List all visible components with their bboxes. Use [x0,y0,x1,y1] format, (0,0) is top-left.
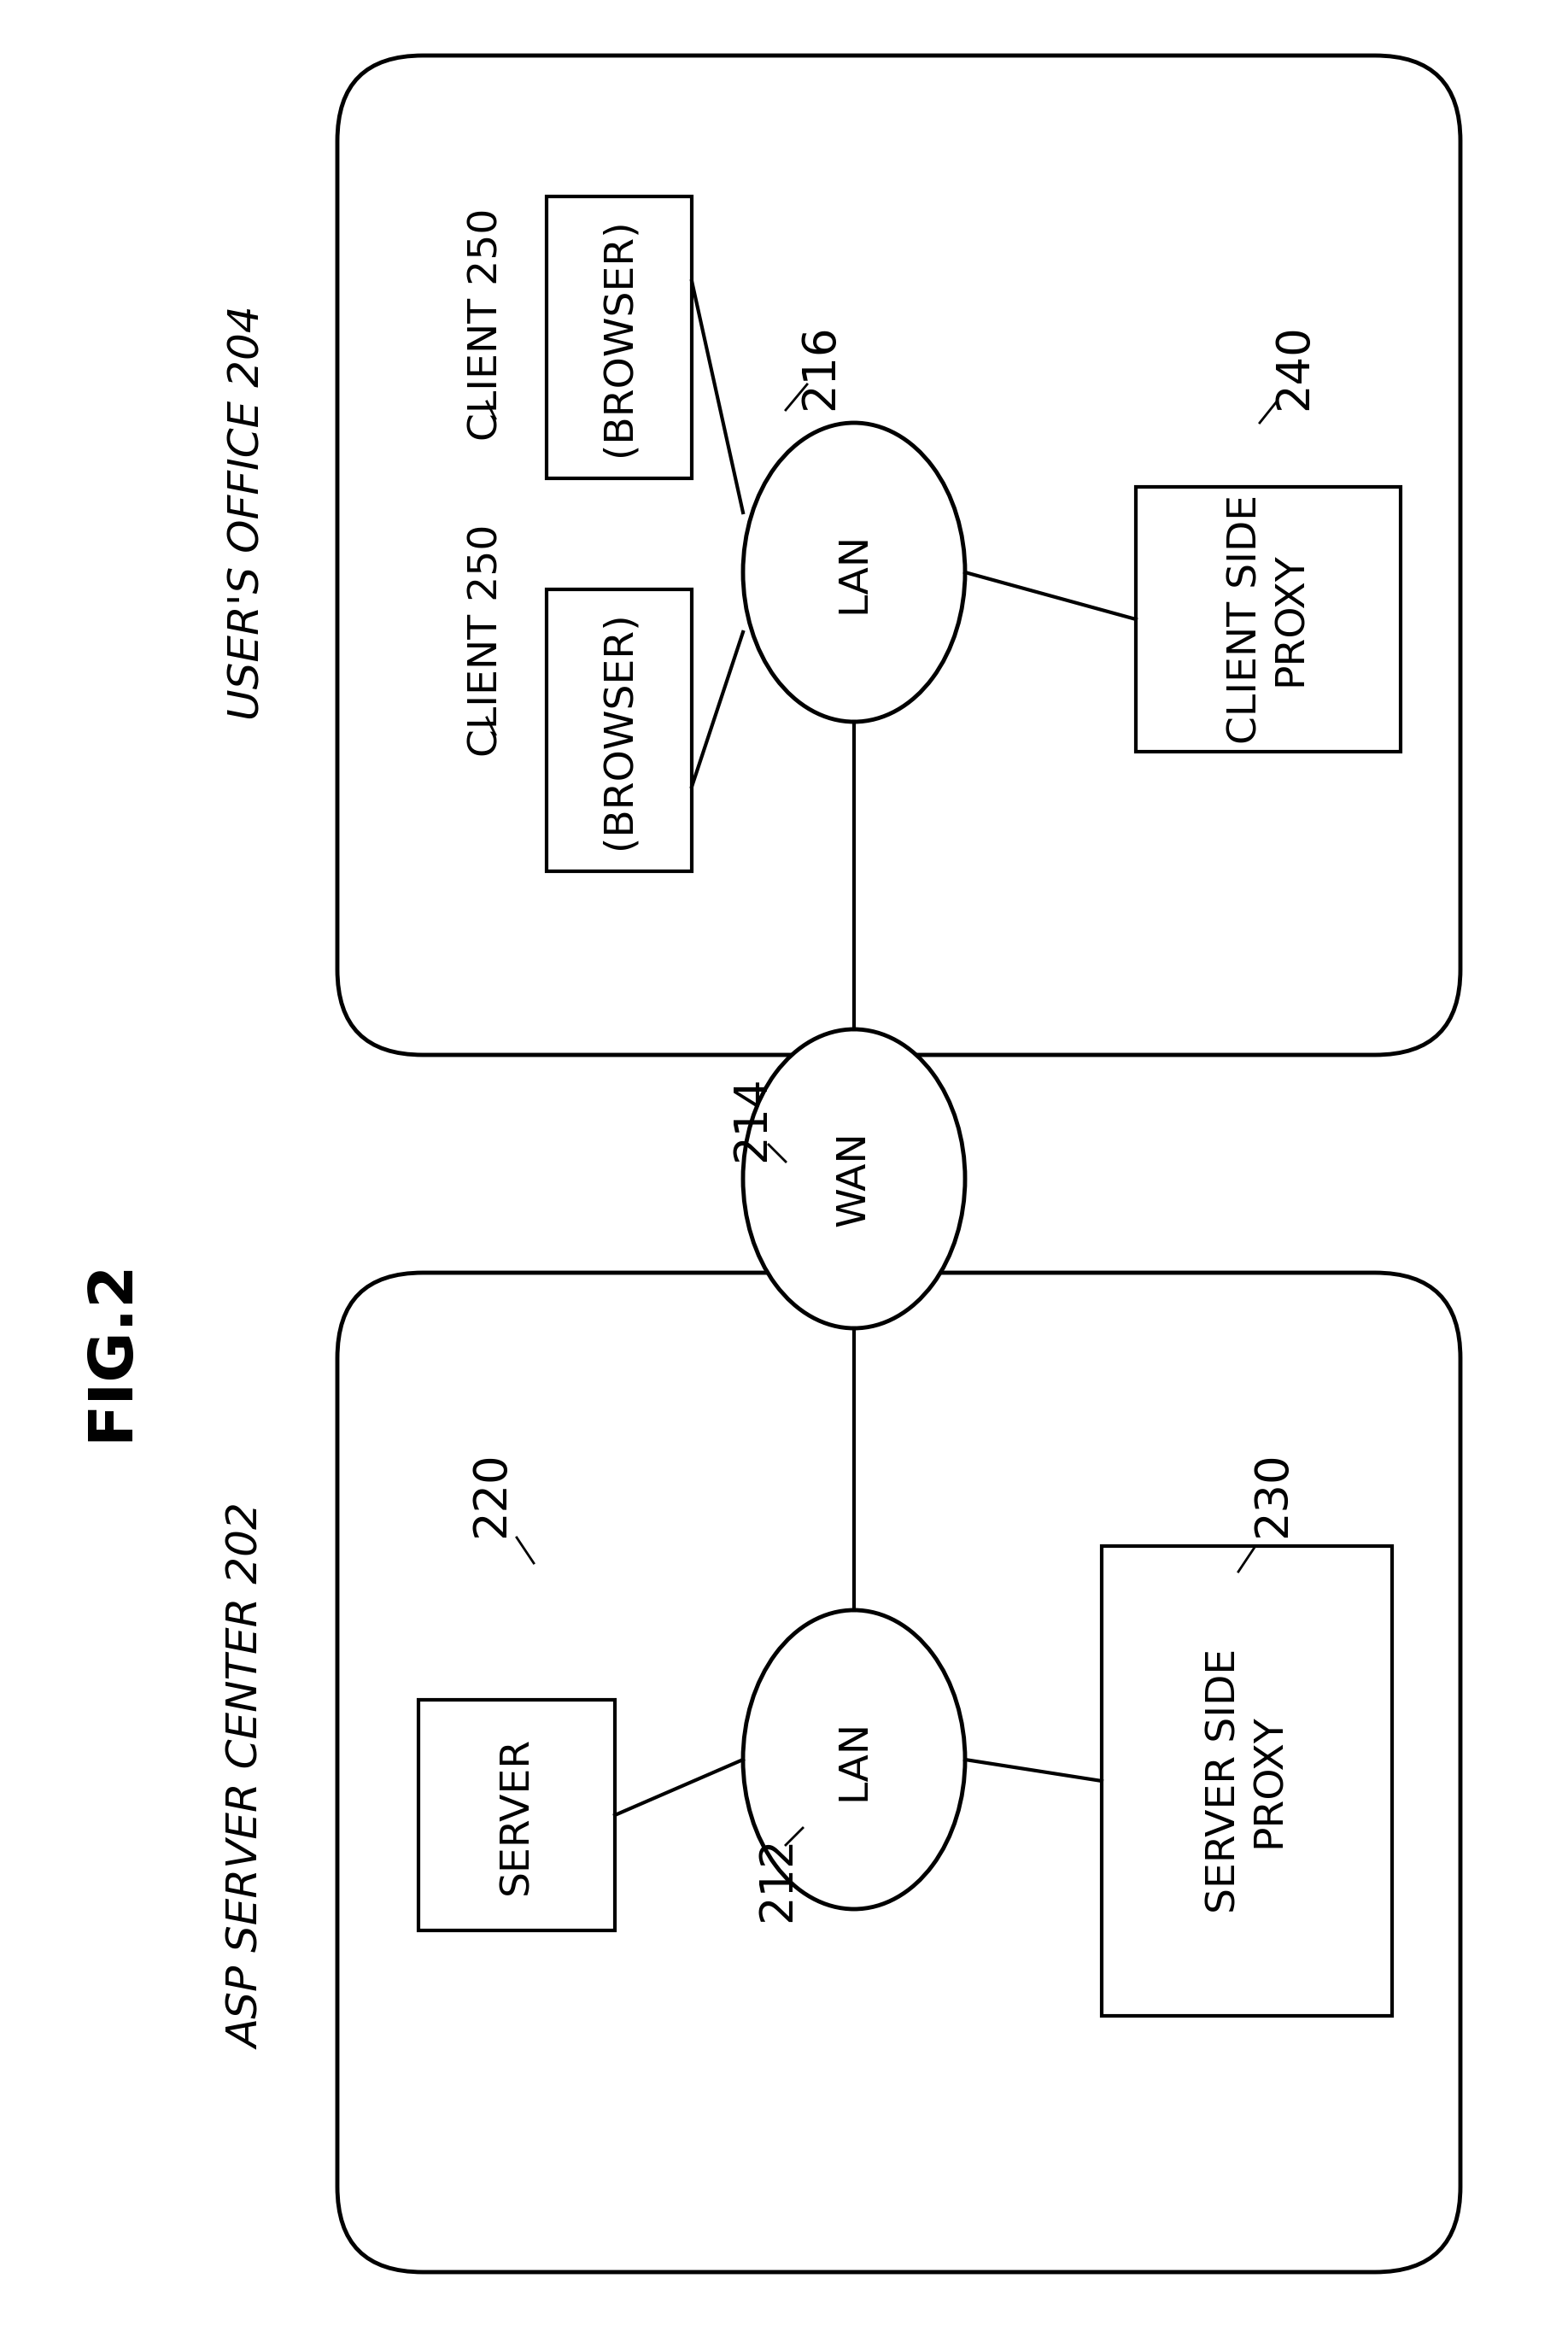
Text: (BROWSER): (BROWSER) [601,218,638,457]
Ellipse shape [743,1610,964,1910]
Ellipse shape [743,422,964,722]
Text: ASP SERVER CENTER 202: ASP SERVER CENTER 202 [227,1504,268,2050]
Bar [547,590,691,872]
Text: SERVER: SERVER [497,1736,536,1893]
FancyBboxPatch shape [337,1272,1460,2273]
Text: FIG.2: FIG.2 [82,1258,141,1441]
Text: LAN: LAN [834,532,873,614]
Text: 214: 214 [729,1075,773,1162]
Text: 212: 212 [754,1837,800,1921]
FancyBboxPatch shape [337,56,1460,1054]
Text: CLIENT 250: CLIENT 250 [467,209,506,440]
Text: SERVER SIDE
PROXY: SERVER SIDE PROXY [1206,1649,1289,1914]
Ellipse shape [743,1029,964,1328]
Text: CLIENT SIDE
PROXY: CLIENT SIDE PROXY [1226,494,1309,745]
Text: 240: 240 [1272,323,1316,410]
Text: 230: 230 [1250,1453,1295,1537]
Text: LAN: LAN [834,1720,873,1799]
Bar [1102,1546,1392,2015]
Bar [1135,487,1400,752]
Text: 216: 216 [798,323,842,410]
Text: USER'S OFFICE 204: USER'S OFFICE 204 [227,305,268,719]
Bar [547,197,691,478]
Text: (BROWSER): (BROWSER) [601,612,638,848]
Text: CLIENT 250: CLIENT 250 [467,525,506,757]
Text: 220: 220 [469,1453,513,1537]
Bar [419,1699,615,1931]
Text: WAN: WAN [834,1132,873,1225]
